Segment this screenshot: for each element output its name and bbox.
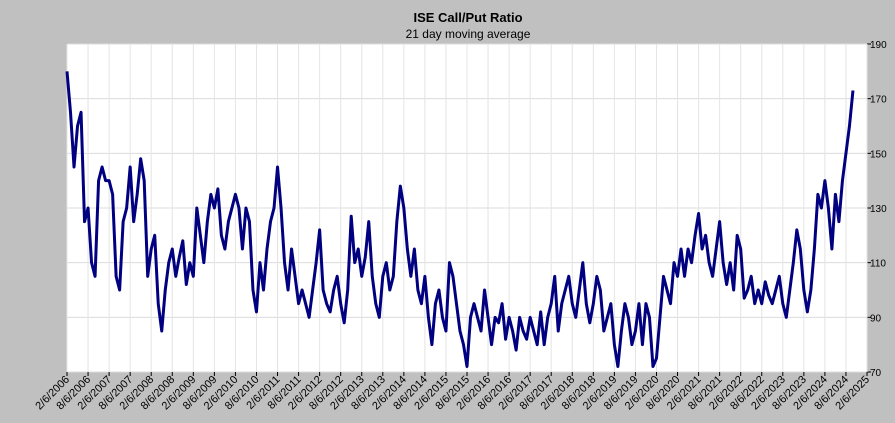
chart-subtitle: 21 day moving average [406,27,531,41]
y-tick-label: 70 [870,368,882,379]
y-tick-label: 150 [870,149,887,160]
chart-title: ISE Call/Put Ratio [413,10,522,25]
y-tick-label: 110 [870,259,886,270]
y-tick-label: 170 [870,95,887,106]
y-tick-label: 190 [870,40,887,51]
y-tick-label: 130 [870,204,887,215]
line-series [65,71,855,369]
y-tick-label: 90 [870,313,882,324]
